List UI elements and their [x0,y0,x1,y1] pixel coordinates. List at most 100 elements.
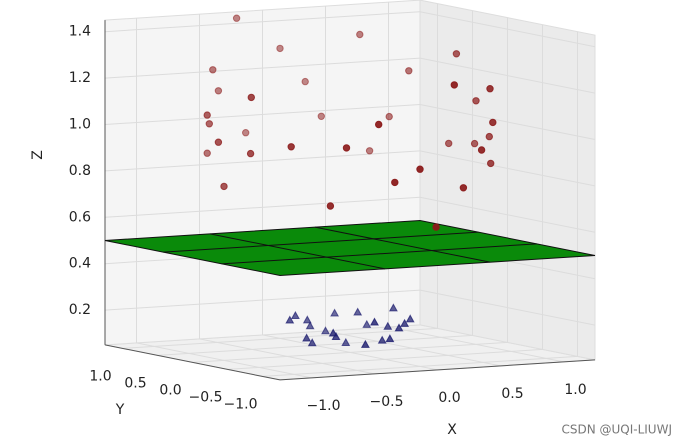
data-point [290,310,300,319]
data-point [477,146,486,154]
z-tick-label: 1.0 [69,117,91,133]
data-point [205,120,214,128]
axes-panes [104,0,596,381]
data-point [302,333,312,342]
data-point [485,132,493,141]
data-point [285,315,295,324]
data-point [450,81,458,89]
x-tick-label: 1.0 [564,382,586,398]
plane-edge [163,231,479,253]
grid-line [419,11,596,48]
data-point [405,314,415,323]
grid-line [104,150,421,172]
grid-line [419,150,596,187]
data-point [385,112,393,121]
plane-edge [209,233,386,270]
data-point [203,149,211,157]
z-tick-label: 0.2 [69,302,91,318]
data-point [220,182,228,191]
z-axis-label: Z [30,150,46,160]
data-point [328,328,338,337]
x-tick-label: −0.5 [370,394,404,410]
data-point [375,120,383,129]
x-axis-label: X [447,422,457,438]
data-point [470,139,479,148]
data-point [383,321,393,330]
data-point [307,338,317,347]
data-point [341,337,351,346]
plane-edge [221,243,537,265]
grid-line [192,341,508,363]
x-tick-label: 0.0 [438,390,460,406]
y-tick-label: 1.0 [89,368,111,384]
data-point [459,184,468,192]
grid-line [104,11,421,33]
data-point [353,307,363,316]
data-point [370,317,379,326]
data-point [377,335,387,344]
data-point [330,308,340,317]
data-point [246,149,255,158]
grid-line [419,104,596,140]
grid-line [419,57,596,94]
data-point [209,66,217,74]
data-point [388,303,398,312]
data-point [416,165,424,173]
grid-line [419,289,596,326]
data-point [305,321,315,330]
data-point [405,67,413,75]
data-point [489,118,497,127]
axis-line [104,344,281,381]
axis-line [279,359,596,381]
data-point [276,44,284,53]
y-tick-label: 0.0 [159,382,181,398]
data-point [486,85,494,93]
data-point [445,139,453,148]
grid-line [104,196,421,218]
data-point [302,315,312,324]
data-point [287,143,295,151]
data-point [301,77,309,86]
data-point [472,97,480,105]
data-point [452,50,461,58]
data-point [203,111,211,119]
data-point [342,144,351,152]
z-tick-label: 1.4 [69,24,91,40]
data-point [432,223,440,231]
data-point [356,30,364,39]
grid-line [419,196,596,233]
data-point [214,138,223,146]
watermark: CSDN @UQI-LIUWJ [561,423,672,437]
x-tick-label: 0.5 [501,386,523,402]
z-tick-label: 0.8 [69,163,91,179]
plane-edge [314,226,491,263]
grid-line [104,289,421,311]
y-tick-label: −1.0 [224,396,258,412]
data-point [365,147,374,155]
grid-line [104,57,421,79]
data-point [242,129,250,137]
data-point [391,178,399,187]
data-point [321,326,330,335]
grid-line [227,348,543,370]
data-point [317,112,325,121]
grid-line [122,327,438,349]
y-tick-label: 0.5 [124,375,146,391]
data-point [326,202,335,210]
z-tick-label: 1.2 [69,70,91,86]
z-tick-label: 0.4 [69,256,91,272]
z-tick-label: 0.6 [69,209,91,225]
data-point [487,159,495,168]
data-point [214,87,223,95]
data-point [394,323,404,332]
data-point [400,318,410,327]
grid-line [104,104,421,125]
data-point [362,319,372,328]
y-tick-label: −0.5 [189,389,223,405]
y-axis-label: Y [115,402,125,418]
data-point [232,14,241,22]
data-point [385,334,395,343]
data-point [247,93,256,102]
x-tick-label: −1.0 [307,398,341,414]
